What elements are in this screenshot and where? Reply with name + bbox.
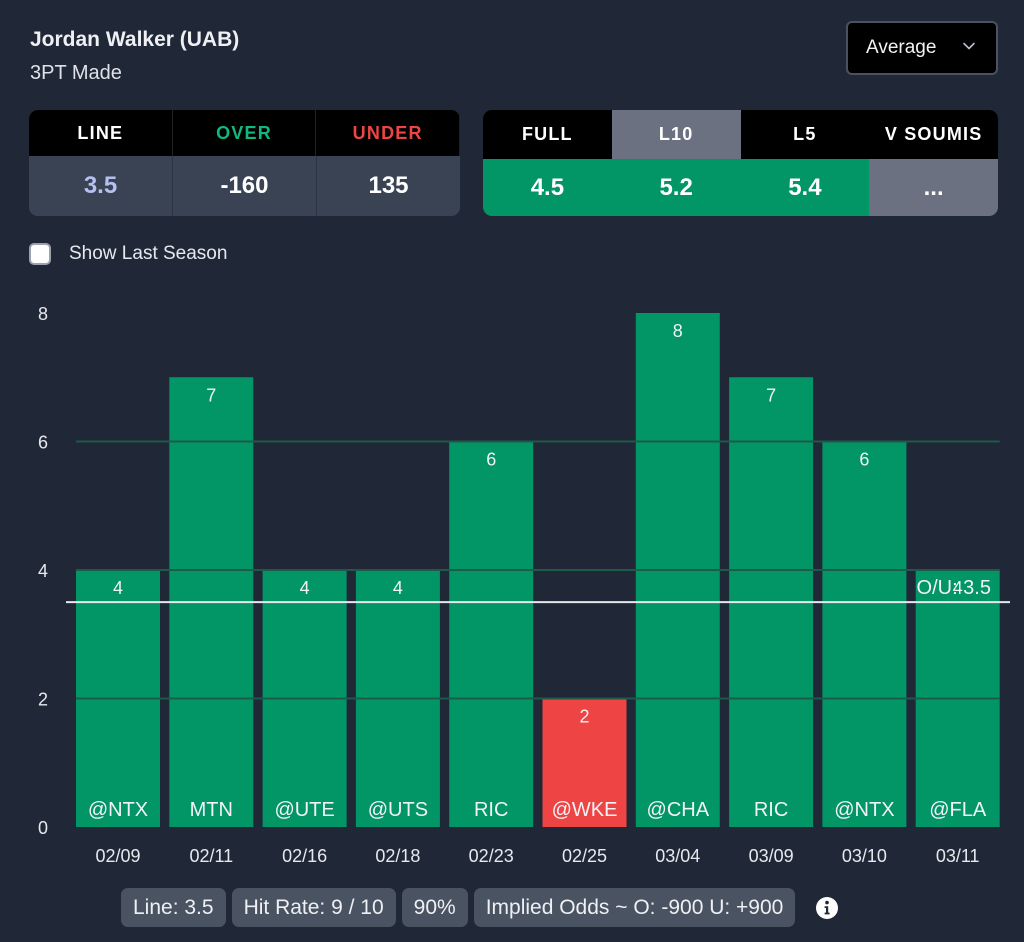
ou-line-label: O/U: 3.5: [917, 577, 991, 599]
x-tick-label: 02/25: [562, 846, 607, 866]
odds-header-under: UNDER: [316, 110, 460, 156]
bar-value-label: 6: [859, 450, 869, 470]
odds-value-under: 135: [317, 156, 460, 216]
info-icon[interactable]: [815, 896, 839, 920]
average-value-v-soumis: ...: [869, 159, 998, 216]
bar-labels: 4 @NTX 7 MTN 4 @UTE 4 @UTS 6 RIC 2 @WKE 8 @CHA 7 RIC 6 @N…: [88, 321, 987, 821]
bar[interactable]: [449, 441, 534, 828]
y-tick-label: 0: [38, 818, 48, 838]
average-dropdown[interactable]: Average: [846, 21, 998, 75]
bar[interactable]: [542, 698, 627, 828]
bar-value-label: 2: [579, 707, 589, 727]
hit-percent-pill: 90%: [401, 888, 468, 927]
opponent-label: RIC: [754, 799, 788, 821]
y-tick-label: 4: [38, 561, 48, 581]
opponent-label: @FLA: [929, 799, 987, 821]
tab-l10[interactable]: L10: [611, 110, 741, 159]
odds-header-label: LINE: [77, 122, 124, 143]
averages-table: FULL L10 L5 V SOUMIS 4.5 5.2 5.4 ...: [483, 110, 998, 216]
odds-header-over: OVER: [173, 110, 317, 156]
tab-v-soumis[interactable]: V SOUMIS: [884, 124, 983, 144]
odds-header-label: OVER: [216, 122, 272, 143]
average-value-l5: 5.4: [740, 159, 870, 216]
line-pill: Line: 3.5: [121, 888, 226, 927]
x-tick-label: 03/10: [842, 846, 887, 866]
average-value-l10: 5.2: [611, 159, 741, 216]
odds-value-line: 3.5: [29, 156, 173, 216]
ou-reference-line: O/U: 3.5: [66, 577, 1010, 604]
y-tick-label: 2: [38, 690, 48, 710]
odds-value-row: 3.5 -160 135: [29, 156, 460, 216]
show-last-season-toggle[interactable]: Show Last Season: [29, 243, 227, 265]
dropdown-selected-label: Average: [866, 37, 937, 58]
bar-value-label: 7: [206, 385, 216, 405]
bar[interactable]: [822, 441, 907, 828]
y-tick-label: 8: [38, 304, 48, 324]
y-axis: 0 2 4 6 8: [38, 304, 48, 838]
opponent-label: @UTS: [368, 799, 428, 821]
x-tick-label: 02/23: [469, 846, 514, 866]
x-tick-label: 02/11: [189, 846, 233, 866]
opponent-label: @WKE: [552, 799, 618, 821]
implied-odds-pill: Implied Odds ~ O: -900 U: +900: [473, 888, 796, 927]
bar-value-label: 4: [300, 578, 310, 598]
odds-header-line: LINE: [29, 110, 173, 156]
opponent-label: @UTE: [274, 799, 334, 821]
averages-tab-row: FULL L10 L5 V SOUMIS: [483, 110, 998, 159]
bar-value-label: 8: [673, 321, 683, 341]
odds-header-label: UNDER: [352, 122, 423, 143]
opponent-label: MTN: [190, 799, 233, 821]
odds-value: 3.5: [83, 172, 118, 199]
x-tick-label: 03/09: [749, 846, 794, 866]
x-tick-label: 03/11: [936, 846, 980, 866]
y-tick-label: 6: [38, 433, 48, 453]
average-value-full: 4.5: [483, 159, 612, 216]
x-tick-label: 02/09: [95, 846, 140, 866]
odds-table: LINE OVER UNDER 3.5 -160 135: [29, 110, 460, 216]
bar-value-label: 6: [486, 450, 496, 470]
x-tick-label: 02/18: [375, 846, 420, 866]
odds-header-row: LINE OVER UNDER: [29, 110, 460, 156]
averages-value-row: 4.5 5.2 5.4 ...: [483, 159, 998, 216]
x-axis: 02/09 02/11 02/16 02/18 02/23 02/25 03/04 03/09…: [95, 846, 979, 866]
game-log-bar-chart: 0 2 4 6 8 4 @NTX 7 MTN 4 @UTE 4 @UTS 6 RIC 2 @WKE 8 @CHA 7…: [38, 304, 1010, 866]
odds-value: -160: [220, 172, 269, 199]
gridlines: [76, 440, 1000, 700]
bar-value-label: 4: [953, 578, 963, 598]
bar-value-label: 7: [766, 385, 776, 405]
tab-full[interactable]: FULL: [521, 124, 573, 144]
opponent-label: @NTX: [88, 799, 148, 821]
hit-rate-pill: Hit Rate: 9 / 10: [231, 888, 396, 927]
odds-value: 135: [368, 172, 409, 199]
opponent-label: @CHA: [647, 799, 710, 821]
chevron-down-icon: [963, 42, 975, 50]
opponent-label: @NTX: [834, 799, 894, 821]
bars: [76, 313, 1000, 827]
bar-value-label: 4: [113, 578, 123, 598]
summary-bar: Line: 3.5 Hit Rate: 9 / 10 90% Implied O…: [121, 888, 839, 927]
show-last-season-checkbox[interactable]: [29, 243, 51, 265]
tab-l5[interactable]: L5: [793, 124, 817, 144]
bar-value-label: 4: [393, 578, 403, 598]
stat-subtitle: 3PT Made: [30, 62, 122, 84]
opponent-label: RIC: [474, 799, 508, 821]
player-title: Jordan Walker (UAB): [30, 28, 240, 51]
show-last-season-label: Show Last Season: [69, 243, 228, 264]
odds-value-over: -160: [173, 156, 317, 216]
x-tick-label: 02/16: [282, 846, 327, 866]
x-tick-label: 03/04: [655, 846, 700, 866]
